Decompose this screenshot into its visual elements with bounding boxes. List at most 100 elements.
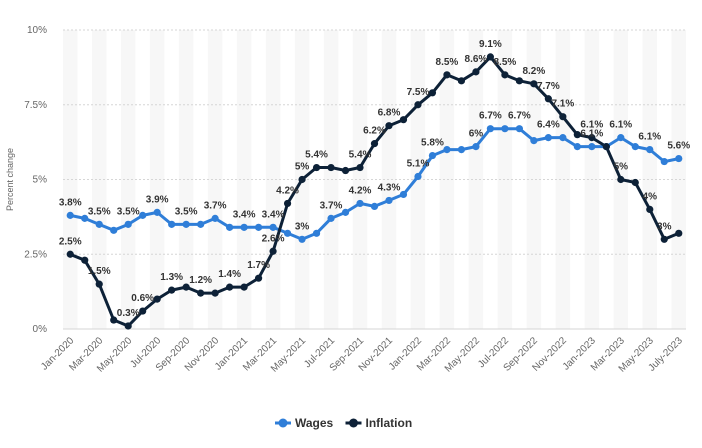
data-label: 8.2% (522, 66, 545, 77)
data-point (95, 220, 103, 228)
data-point (356, 163, 364, 172)
data-label: 8.6% (465, 54, 488, 65)
data-point (327, 163, 335, 172)
data-label: 6.4% (537, 120, 560, 131)
data-point (211, 214, 219, 222)
data-point (573, 131, 581, 139)
data-point (385, 122, 393, 130)
data-label: 1.2% (189, 275, 212, 286)
data-point (312, 229, 321, 237)
data-label: 6.1% (580, 120, 603, 131)
data-point (168, 286, 176, 294)
y-tick-label: 2.5% (24, 249, 47, 260)
data-point (110, 226, 118, 234)
gridlines (63, 29, 686, 330)
legend: Wages Inflation (275, 416, 412, 430)
legend-entry: Inflation (366, 416, 413, 430)
data-label: 3.9% (146, 194, 169, 205)
data-label: 8.5% (493, 57, 516, 68)
data-point (95, 280, 103, 288)
data-point (443, 146, 451, 154)
data-point (226, 223, 234, 231)
data-point (298, 235, 306, 243)
data-label: 4.2% (349, 185, 372, 196)
data-label: 6.1% (580, 129, 603, 140)
y-axis-label: Percent change (5, 148, 15, 211)
data-point (211, 289, 219, 297)
data-point (356, 199, 364, 208)
data-point (486, 125, 495, 133)
data-point (254, 223, 263, 231)
data-label: 6.2% (363, 126, 386, 137)
data-label: 5.4% (305, 150, 328, 161)
data-label: 3.7% (320, 200, 343, 211)
data-point (66, 250, 74, 258)
data-point (414, 101, 422, 109)
data-point (139, 211, 147, 219)
data-point (399, 190, 408, 199)
data-point (530, 137, 538, 145)
plot-band (178, 30, 194, 329)
data-point (168, 220, 176, 228)
data-point (501, 71, 509, 79)
data-point (515, 77, 523, 85)
data-label: 3.4% (233, 209, 256, 220)
data-point (443, 71, 451, 79)
data-point (428, 89, 437, 97)
data-label: 1.3% (160, 272, 183, 283)
data-label: 3.7% (204, 200, 227, 211)
data-point (269, 247, 277, 255)
x-axis-ticks: Jan-2020Mar-2020May-2020Jul-2020Sep-2020… (39, 335, 685, 375)
data-point (370, 140, 379, 148)
data-point (428, 151, 437, 160)
data-point (341, 166, 350, 175)
data-point (81, 256, 89, 264)
data-point (414, 172, 422, 181)
data-point (486, 53, 495, 61)
data-point (544, 95, 552, 103)
data-point (530, 80, 538, 88)
data-point (660, 157, 668, 166)
series-points (66, 53, 683, 330)
data-point (182, 220, 190, 228)
data-point (617, 134, 625, 142)
data-label: 4% (643, 191, 658, 202)
data-label: 9.1% (479, 39, 502, 50)
data-point (617, 175, 625, 184)
data-label: 3.8% (59, 197, 82, 208)
data-point (588, 134, 596, 142)
data-point (197, 289, 205, 297)
data-point (472, 143, 480, 151)
data-point (559, 134, 567, 142)
data-labels: 3.8% 3.5% 3.5% 3.9% 3.5% 3.7% 3.4% 3.4% 3% 3.7% 4.… (59, 39, 690, 319)
y-tick-label: 10% (27, 25, 47, 36)
y-tick-label: 7.5% (24, 100, 47, 111)
data-point (226, 283, 234, 291)
data-label: 4.3% (378, 182, 401, 193)
data-label: 8.5% (436, 57, 459, 68)
data-label: 7.5% (407, 87, 430, 98)
data-point (573, 143, 581, 151)
legend-swatch (349, 418, 358, 428)
y-tick-label: 5% (33, 175, 48, 186)
data-point (501, 125, 509, 133)
data-point (631, 178, 639, 187)
data-point (269, 223, 277, 231)
data-point (327, 214, 335, 222)
data-point (370, 202, 379, 211)
data-point (588, 143, 596, 151)
data-point (341, 208, 350, 216)
data-label: 2.6% (262, 233, 285, 244)
data-point (602, 143, 610, 151)
data-label: 5.4% (349, 150, 372, 161)
data-label: 3% (295, 221, 310, 232)
data-point (675, 154, 683, 163)
data-point (254, 274, 263, 282)
data-point (124, 322, 132, 330)
legend-swatch (278, 418, 288, 428)
data-label: 0.6% (131, 293, 154, 304)
data-point (153, 295, 161, 303)
data-label: 5.1% (407, 159, 430, 170)
